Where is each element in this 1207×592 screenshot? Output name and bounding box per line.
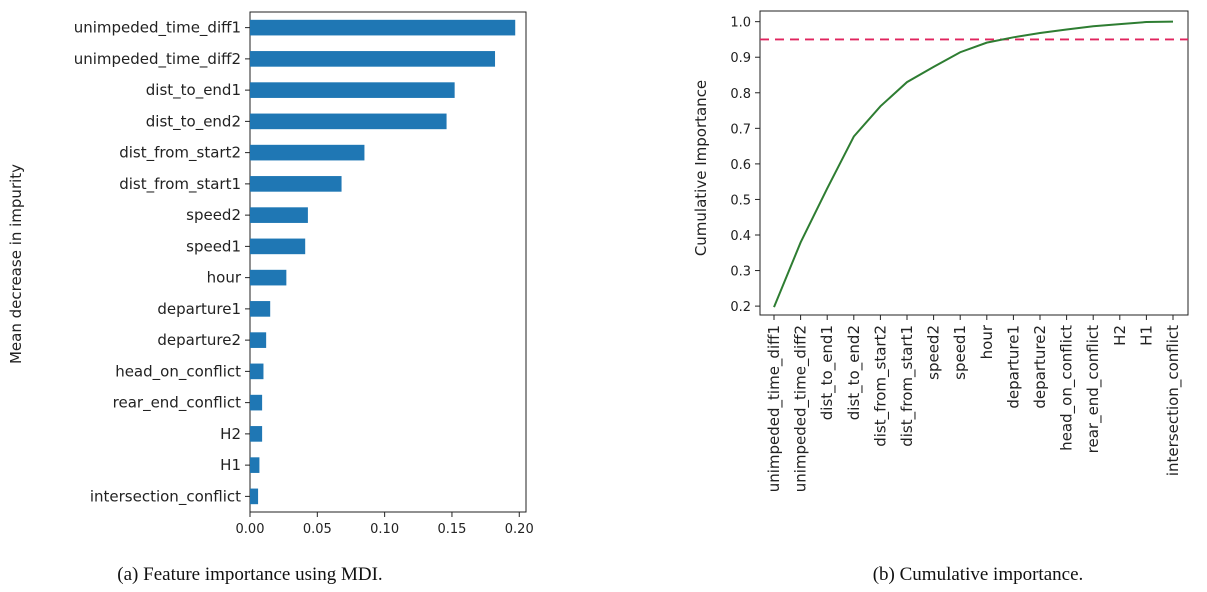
category-label: speed1 — [186, 237, 241, 255]
category-label: speed2 — [186, 206, 241, 224]
bar-H1 — [250, 457, 260, 473]
x-tick-label: 0.10 — [370, 522, 399, 537]
category-label: hour — [978, 324, 996, 359]
bar-dist-to-end2 — [250, 113, 447, 130]
bar-departure1 — [250, 301, 271, 317]
bar-speed2 — [250, 207, 308, 223]
bar-speed1 — [250, 238, 306, 255]
x-tick-label: 0.05 — [303, 522, 332, 537]
bar-rear-end-conflict — [250, 394, 263, 411]
bar-dist-from-start1 — [250, 176, 342, 192]
category-label: head_on_conflict — [1058, 325, 1077, 451]
y-tick-label: 1.0 — [730, 16, 751, 31]
y-tick-label: 0.3 — [730, 265, 751, 280]
category-label: unimpeded_time_diff2 — [74, 50, 241, 69]
category-label: dist_from_start1 — [119, 175, 241, 194]
category-label: dist_to_end2 — [845, 325, 864, 420]
category-label: H2 — [220, 425, 241, 443]
bar-intersection-conflict — [250, 488, 259, 505]
category-label: head_on_conflict — [115, 362, 241, 381]
category-label: unimpeded_time_diff2 — [792, 325, 811, 492]
bar-departure2 — [250, 332, 267, 348]
x-tick-label: 0.15 — [437, 522, 466, 537]
x-tick-label: 0.20 — [505, 522, 534, 537]
bar-hour — [250, 269, 287, 286]
category-label: speed1 — [951, 325, 969, 380]
category-label: H2 — [1111, 325, 1129, 346]
category-label: H1 — [1137, 325, 1155, 346]
bar-head-on-conflict — [250, 363, 264, 380]
category-label: dist_to_end1 — [146, 81, 241, 100]
chart-a-caption: (a) Feature importance using MDI. — [117, 564, 382, 585]
category-label: unimpeded_time_diff1 — [765, 325, 784, 492]
category-label: intersection_conflict — [1164, 325, 1183, 476]
category-label: dist_to_end1 — [818, 325, 837, 420]
category-label: unimpeded_time_diff1 — [74, 19, 241, 38]
category-label: dist_from_start2 — [871, 325, 890, 447]
category-label: departure1 — [157, 300, 241, 318]
category-label: intersection_conflict — [90, 487, 241, 506]
category-label: rear_end_conflict — [1084, 325, 1103, 453]
bar-dist-to-end1 — [250, 82, 455, 98]
bar-H2 — [250, 426, 263, 442]
category-label: dist_from_start2 — [119, 144, 241, 163]
chart-b-frame — [759, 10, 1189, 316]
cumulative-importance-line — [773, 20, 1174, 308]
chart-b-caption: (b) Cumulative importance. — [873, 564, 1084, 585]
chart-a-y-axis-title: Mean decrease in impurity — [7, 164, 25, 364]
category-label: dist_from_start1 — [898, 325, 917, 447]
bar-dist-from-start2 — [250, 144, 365, 161]
category-label: hour — [207, 269, 242, 287]
y-tick-label: 0.6 — [730, 158, 751, 173]
category-label: departure2 — [157, 331, 241, 349]
y-tick-label: 0.5 — [730, 193, 751, 208]
bar-unimpeded-time-diff1 — [250, 19, 516, 36]
feature-importance-chart: unimpeded_time_diff1 unimpeded_time_diff2… — [7, 11, 534, 585]
bar-unimpeded-time-diff2 — [250, 51, 496, 67]
category-label: rear_end_conflict — [113, 394, 241, 413]
category-label: departure1 — [1004, 325, 1022, 409]
category-label: departure2 — [1031, 325, 1049, 409]
category-label: speed2 — [925, 325, 943, 380]
cumulative-importance-chart: 0.2 0.3 0.4 0.5 0.6 0.7 0.8 0.9 1.0 unimpeded_ti… — [692, 10, 1189, 585]
chart-b-y-axis-title: Cumulative Importance — [692, 80, 710, 256]
category-label: dist_to_end2 — [146, 112, 241, 131]
y-tick-label: 0.2 — [730, 300, 751, 315]
category-label: H1 — [220, 456, 241, 474]
y-tick-label: 0.8 — [730, 87, 751, 102]
y-tick-label: 0.7 — [730, 122, 751, 137]
y-tick-label: 0.9 — [730, 51, 751, 66]
x-tick-label: 0.00 — [236, 522, 265, 537]
chart-a-frame — [249, 11, 527, 513]
y-tick-label: 0.4 — [730, 229, 751, 244]
